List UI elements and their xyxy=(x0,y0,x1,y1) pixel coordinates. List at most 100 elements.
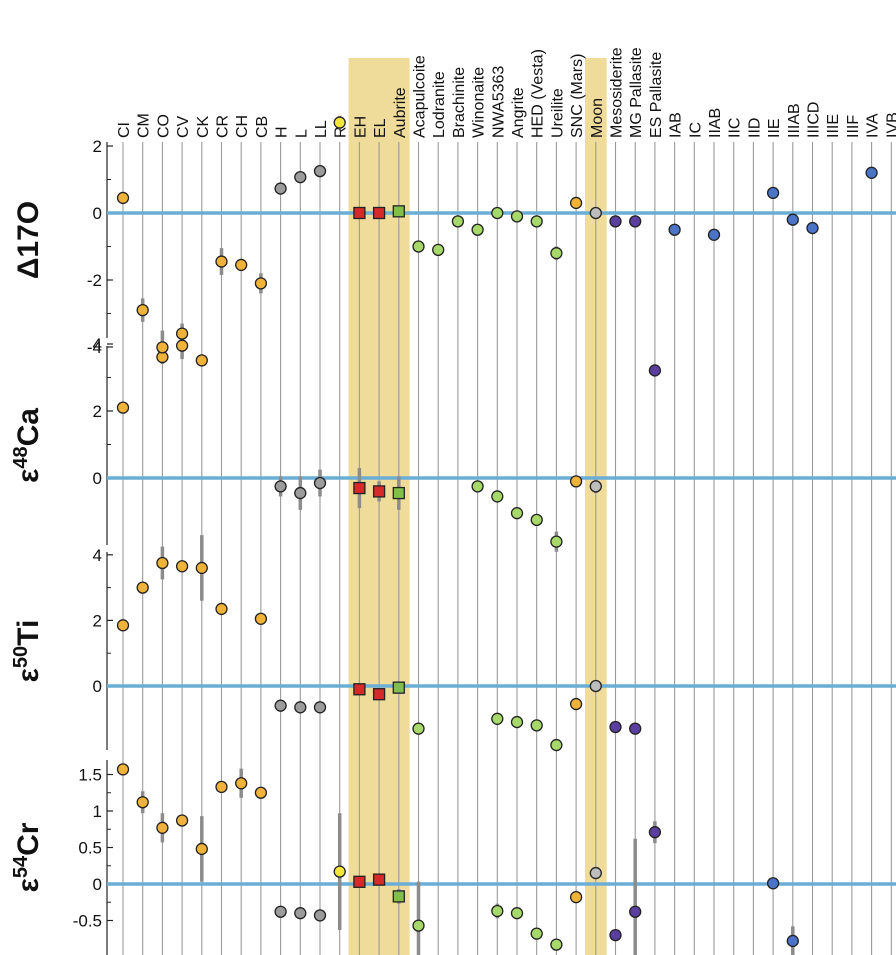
category-label-11: LL xyxy=(313,120,330,138)
data-point-angrite-panel-4 xyxy=(510,907,524,920)
category-label-19: Winonaite xyxy=(471,67,488,138)
data-point-acapulcoite-panel-3 xyxy=(412,722,425,735)
category-label-38: IIIF xyxy=(845,115,862,138)
data-point-ureilite-panel-1 xyxy=(550,247,563,260)
category-label-3: CO xyxy=(155,114,172,138)
data-point-ureilite-panel-2 xyxy=(550,535,563,548)
data-point-cm-panel-1 xyxy=(136,303,149,317)
data-point-h-panel-1 xyxy=(274,182,287,195)
data-point-eh-panel-1 xyxy=(353,206,366,220)
data-point-ck-panel-1 xyxy=(195,354,208,367)
data-point-cr-panel-1 xyxy=(215,255,228,268)
y-tick-label: 0 xyxy=(93,204,102,223)
data-point-hed-vesta-panel-4 xyxy=(530,927,543,940)
panel-3-axis: 4 2 0 ε50Ti xyxy=(10,546,113,750)
data-point-iab-panel-1 xyxy=(668,223,681,236)
category-label-15: Aubrite xyxy=(392,87,409,138)
category-label-27: MG Pallasite xyxy=(628,47,645,138)
category-label-10: L xyxy=(293,129,310,138)
y-axis-label-2: ε48Ca xyxy=(10,408,45,483)
data-point-ll-panel-2 xyxy=(313,476,327,490)
data-point-cv-panel-3 xyxy=(175,560,189,573)
category-label-12: R xyxy=(333,126,350,138)
data-point-cv-panel-1 xyxy=(175,327,189,340)
y-label-superscript: 48 xyxy=(10,446,32,468)
data-point-r-panel-1 xyxy=(333,116,346,129)
data-point-h-panel-3 xyxy=(274,699,287,712)
data-point-hed-vesta-panel-1 xyxy=(530,215,543,228)
category-label-26: Mesosiderite xyxy=(609,47,626,138)
data-point-brachinite-panel-1 xyxy=(451,215,465,228)
data-point-iiiab-panel-1 xyxy=(786,213,799,226)
y-label-rest: 17O xyxy=(12,201,45,258)
category-label-18: Brachinite xyxy=(451,67,468,138)
category-label-28: ES Pallasite xyxy=(648,52,665,138)
data-point-mg-pallasite-panel-3 xyxy=(629,722,642,735)
data-point-lodranite-panel-1 xyxy=(432,243,445,257)
category-label-24: SNC (Mars) xyxy=(569,54,586,138)
data-point-iiab-panel-1 xyxy=(707,228,721,241)
y-tick-label: 2 xyxy=(93,137,102,156)
data-point-eh-panel-3 xyxy=(353,683,366,696)
data-point-cr-panel-3 xyxy=(215,602,228,616)
data-point-angrite-panel-1 xyxy=(510,210,524,223)
data-point-nwa5363-panel-2 xyxy=(491,490,504,503)
data-point-snc-mars-panel-1 xyxy=(569,196,583,210)
data-point-h-panel-4 xyxy=(274,905,287,918)
data-point-co-panel-4 xyxy=(156,821,169,834)
data-point-cb-panel-4 xyxy=(254,786,268,799)
data-point-mg-pallasite-panel-4 xyxy=(629,905,642,918)
data-point-snc-mars-panel-3 xyxy=(569,697,583,711)
y-tick-label: 4 xyxy=(93,546,102,565)
category-label-9: H xyxy=(274,126,291,138)
category-label-20: NWA5363 xyxy=(490,66,507,138)
data-point-iie-panel-1 xyxy=(766,186,780,200)
data-point-moon-panel-1 xyxy=(589,206,602,220)
data-point-h-panel-2 xyxy=(274,480,287,493)
y-tick-label: 0 xyxy=(93,875,102,894)
data-point-aubrite-panel-2 xyxy=(392,486,405,500)
data-point-winonaite-panel-1 xyxy=(471,223,484,236)
category-labels: CI CM CO CV CK CR CH CB H L LL R EH EL Aubrite Acapulco… xyxy=(116,47,896,138)
data-point-aubrite-panel-4 xyxy=(392,890,405,903)
data-point-moon-panel-3 xyxy=(589,679,602,693)
y-label-rest: Ti xyxy=(12,620,45,646)
y-tick-label: 1.5 xyxy=(78,766,102,785)
y-axis-label-1: Δ17O xyxy=(12,201,45,279)
data-point-snc-mars-panel-2 xyxy=(569,475,583,488)
data-point-ci-panel-3 xyxy=(116,619,130,632)
data-point-moon-panel-4 xyxy=(589,866,602,880)
category-label-40: IVB xyxy=(884,112,896,138)
data-point-mesosiderite-panel-4 xyxy=(609,928,622,942)
data-point-cm-panel-4 xyxy=(136,796,149,809)
data-point-el-panel-3 xyxy=(372,688,386,701)
category-label-13: EH xyxy=(352,116,369,138)
data-point-iva-panel-1 xyxy=(865,166,878,179)
data-point-ureilite-panel-3 xyxy=(550,738,563,752)
category-label-22: HED (Vesta) xyxy=(530,49,547,138)
data-point-nwa5363-panel-3 xyxy=(491,712,504,725)
data-point-ll-panel-4 xyxy=(313,909,327,922)
data-point-moon-panel-2 xyxy=(589,480,602,493)
category-label-36: IIICD xyxy=(806,102,823,138)
data-point-eh-panel-4 xyxy=(353,875,366,888)
category-label-1: CI xyxy=(116,122,133,138)
y-tick-label: 4 xyxy=(93,335,102,354)
data-point-cb-panel-3 xyxy=(254,612,268,625)
data-point-cb-panel-1 xyxy=(254,277,268,290)
category-label-21: Angrite xyxy=(510,87,527,138)
data-point-nwa5363-panel-4 xyxy=(491,904,504,918)
category-label-37: IIIE xyxy=(825,114,842,138)
y-label-base: ε xyxy=(12,668,45,682)
category-label-35: IIIAB xyxy=(786,103,803,138)
data-point-iiiab-panel-4 xyxy=(786,934,799,948)
category-label-7: CH xyxy=(234,115,251,138)
y-label-rest: Ca xyxy=(12,408,45,447)
data-point-iiicd-panel-1 xyxy=(806,221,819,235)
category-label-2: CM xyxy=(136,113,153,138)
y-tick-label: 0.5 xyxy=(78,839,102,858)
y-tick-label: -4 xyxy=(87,338,102,357)
data-point-aubrite-panel-1 xyxy=(392,205,405,218)
category-gridlines xyxy=(122,142,892,955)
